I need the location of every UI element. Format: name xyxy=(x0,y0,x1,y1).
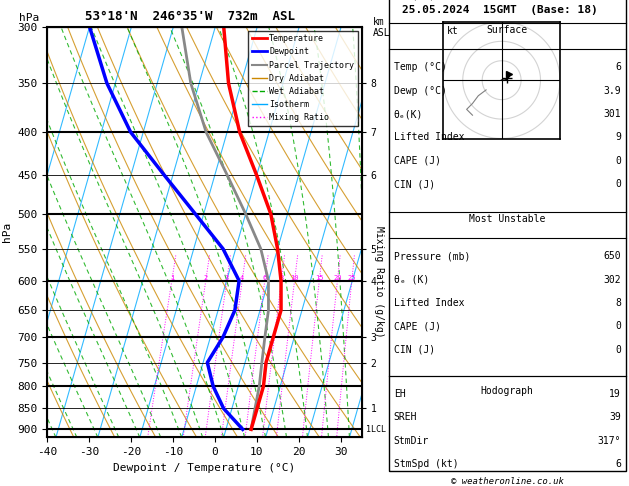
Text: 0: 0 xyxy=(615,321,621,331)
Text: Pressure (mb): Pressure (mb) xyxy=(394,251,470,261)
Text: kt: kt xyxy=(447,26,459,35)
Text: 0: 0 xyxy=(615,345,621,355)
Text: CAPE (J): CAPE (J) xyxy=(394,156,441,166)
Text: 8: 8 xyxy=(279,275,284,281)
Text: θₑ(K): θₑ(K) xyxy=(394,109,423,119)
Text: 39: 39 xyxy=(609,412,621,422)
Text: 53°18'N  246°35'W  732m  ASL: 53°18'N 246°35'W 732m ASL xyxy=(85,10,295,23)
Text: 6: 6 xyxy=(263,275,267,281)
Text: 10: 10 xyxy=(291,275,299,281)
Text: θₑ (K): θₑ (K) xyxy=(394,275,429,285)
Text: hPa: hPa xyxy=(19,13,39,23)
Text: 650: 650 xyxy=(603,251,621,261)
Text: 6: 6 xyxy=(615,62,621,72)
X-axis label: Dewpoint / Temperature (°C): Dewpoint / Temperature (°C) xyxy=(113,463,296,473)
Text: 8: 8 xyxy=(615,298,621,308)
Text: 1LCL: 1LCL xyxy=(366,425,386,434)
Text: Most Unstable: Most Unstable xyxy=(469,214,545,224)
Text: Temp (°C): Temp (°C) xyxy=(394,62,447,72)
Text: 25.05.2024  15GMT  (Base: 18): 25.05.2024 15GMT (Base: 18) xyxy=(402,5,598,15)
Text: Dewp (°C): Dewp (°C) xyxy=(394,86,447,96)
Text: 15: 15 xyxy=(315,275,323,281)
Text: 302: 302 xyxy=(603,275,621,285)
Text: StmSpd (kt): StmSpd (kt) xyxy=(394,459,459,469)
Text: Lifted Index: Lifted Index xyxy=(394,132,464,142)
Text: 301: 301 xyxy=(603,109,621,119)
Text: 25: 25 xyxy=(348,275,356,281)
Y-axis label: hPa: hPa xyxy=(2,222,12,242)
Text: CIN (J): CIN (J) xyxy=(394,345,435,355)
Text: 4: 4 xyxy=(240,275,244,281)
Text: © weatheronline.co.uk: © weatheronline.co.uk xyxy=(451,477,564,486)
Text: 9: 9 xyxy=(615,132,621,142)
Text: 6: 6 xyxy=(615,459,621,469)
Text: 19: 19 xyxy=(609,389,621,399)
Text: 20: 20 xyxy=(333,275,342,281)
Text: 1: 1 xyxy=(170,275,174,281)
Text: CAPE (J): CAPE (J) xyxy=(394,321,441,331)
Text: SREH: SREH xyxy=(394,412,417,422)
Text: Lifted Index: Lifted Index xyxy=(394,298,464,308)
Text: CIN (J): CIN (J) xyxy=(394,179,435,189)
Text: Surface: Surface xyxy=(487,25,528,35)
Text: 0: 0 xyxy=(615,179,621,189)
Text: EH: EH xyxy=(394,389,406,399)
Text: StmDir: StmDir xyxy=(394,435,429,446)
Text: 3: 3 xyxy=(225,275,229,281)
Text: 2: 2 xyxy=(204,275,208,281)
Text: km: km xyxy=(372,17,384,27)
Text: Mixing Ratio (g/kg): Mixing Ratio (g/kg) xyxy=(374,226,384,337)
Text: 0: 0 xyxy=(615,156,621,166)
Text: 317°: 317° xyxy=(598,435,621,446)
Text: ASL: ASL xyxy=(372,28,391,38)
Text: Hodograph: Hodograph xyxy=(481,385,534,396)
Legend: Temperature, Dewpoint, Parcel Trajectory, Dry Adiabat, Wet Adiabat, Isotherm, Mi: Temperature, Dewpoint, Parcel Trajectory… xyxy=(248,31,357,125)
Text: 3.9: 3.9 xyxy=(603,86,621,96)
